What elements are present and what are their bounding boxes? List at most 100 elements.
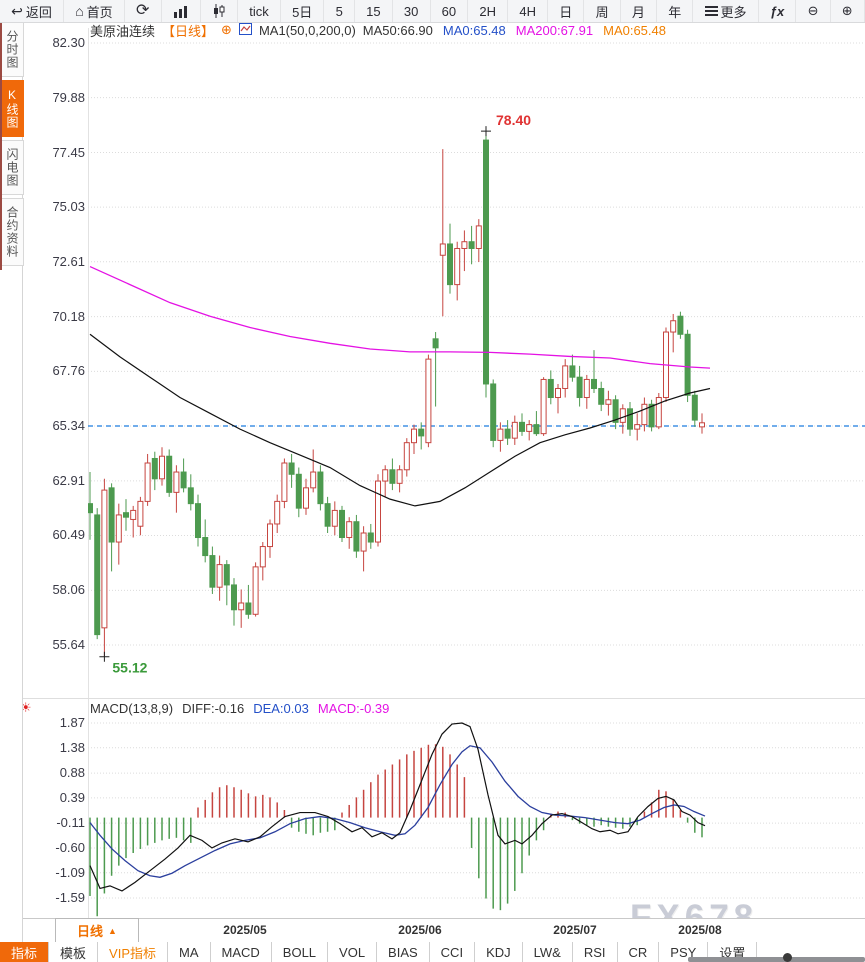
candlestick-icon [213,4,225,18]
tab-vol[interactable]: VOL [328,942,378,962]
legend-item-1: MA0:65.48 [442,22,506,38]
axis-separator [88,28,89,918]
toolbar-item-label: 首页 [86,4,113,20]
toolbar-item-zoom-out[interactable]: ⊖ [796,0,831,22]
macd-diff-value: DIFF:-0.16 [182,701,245,716]
price-label: 75.03 [52,199,85,215]
tab-template[interactable]: 模板 [49,942,99,962]
scrollbar-handle[interactable] [783,953,792,962]
toolbar-item-5[interactable]: 5 [324,0,355,22]
annotation-high: 78.40 [496,112,531,128]
price-label: 72.61 [52,253,85,269]
price-label: 77.45 [52,144,85,160]
chart-header: 美原油连续 【日线】 ⊕ MA1(50,0,200,0) MA50:66.90 MA0… [90,21,666,39]
toolbar-item-zoom-in[interactable]: ⊕ [831,0,865,22]
chevron-up-icon: ▲ [108,925,117,936]
tab-vip[interactable]: VIP指标 [98,942,168,962]
toolbar-item-4h[interactable]: 4H [508,0,549,22]
toolbar-item-chart-type-candle[interactable] [201,0,239,22]
period-dropdown-button[interactable]: 日线 ▲ [55,918,139,943]
macd-value-label: 1.87 [59,715,85,731]
macd-value-label: -0.11 [56,815,85,831]
macd-value-label: 0.88 [59,765,85,781]
toolbar-item-label: 更多 [720,4,747,20]
add-indicator-icon[interactable]: ⊕ [221,22,232,37]
macd-header: MACD(13,8,9) DIFF:-0.16 DEA:0.03 MACD:-0… [90,701,389,717]
toolbar-item-label: 5日 [292,4,313,20]
instrument-title: 美原油连续 [90,23,156,39]
toolbar-item-label: 返回 [25,4,52,20]
toolbar-item-label: 30 [403,3,419,19]
toolbar-item-year[interactable]: 年 [657,0,694,22]
toolbar-item-label: ⊕ [841,3,853,18]
toolbar-item-home[interactable]: ⌂ 首页 [64,0,125,22]
top-toolbar: ↩ 返回 ⌂ 首页 ⟳ tick 5日 5 15 30 60 2H 4H 日周月年更多 ƒx ⊖ ⊕ [0,0,865,23]
toolbar-item-chart-type-line[interactable] [162,0,201,22]
price-label: 70.18 [52,308,85,324]
macd-formula: MACD(13,8,9) [90,701,174,716]
sidebar-item-kline[interactable]: K线图 [2,80,24,137]
toolbar-item-day[interactable]: 日 [548,0,585,22]
chart-thumbnail-icon [238,22,252,38]
x-axis-label: 2025/08 [678,923,722,937]
main-chart-canvas[interactable]: 78.40 55.12 [88,28,865,698]
toolbar-item-fx[interactable]: ƒx [759,0,797,22]
period-dropdown-label: 日线 [77,924,104,939]
toolbar-item-label: tick [249,3,269,19]
toolbar-item-label: 日 [559,4,573,20]
legend-item-2: MA200:67.91 [515,22,594,38]
price-label: 79.88 [52,89,85,105]
home-icon: ⌂ [75,3,84,19]
legend-item-0: MA50:66.90 [362,22,433,38]
tab-cci[interactable]: CCI [430,942,476,962]
x-axis-label: 2025/07 [553,923,597,937]
toolbar-item-15[interactable]: 15 [355,0,393,22]
tab-cr[interactable]: CR [618,942,660,962]
toolbar-item-refresh[interactable]: ⟳ [125,0,162,22]
toolbar-item-30[interactable]: 30 [393,0,431,22]
macd-settings-icon[interactable]: ☀ [20,700,32,715]
toolbar-item-5d[interactable]: 5日 [281,0,325,22]
tab-rsi[interactable]: RSI [573,942,618,962]
sidebar-item-timeshare[interactable]: 分时图 [2,22,24,77]
x-axis-strip: 日线 ▲ 2025/05 2025/06 2025/07 2025/08 [22,918,865,943]
toolbar-item-2h[interactable]: 2H [468,0,509,22]
sidebar-item-lightning[interactable]: 闪电图 [2,140,24,195]
tab-psy[interactable]: PSY [659,942,709,962]
legend-item-3: MA0:65.48 [603,22,666,38]
macd-value-label: -1.09 [55,864,85,880]
pane-divider [22,698,865,699]
tab-indicator[interactable]: 指标 [0,942,50,962]
horizontal-scrollbar[interactable] [688,957,865,962]
toolbar-item-month[interactable]: 月 [621,0,658,22]
macd-value-label: 1.38 [59,739,85,755]
toolbar-item-60[interactable]: 60 [431,0,469,22]
ma-settings: MA1(50,0,200,0) [258,22,356,38]
tab-settings[interactable]: 设置 [708,942,758,962]
price-label: 55.64 [52,636,85,652]
tab-bias[interactable]: BIAS [377,942,430,962]
tab-macd[interactable]: MACD [211,942,272,962]
tab-boll[interactable]: BOLL [272,942,329,962]
tab-lwr[interactable]: LW& [523,942,573,962]
toolbar-item-more[interactable]: 更多 [693,0,759,22]
toolbar-item-back[interactable]: ↩ 返回 [0,0,65,22]
toolbar-item-week[interactable]: 周 [584,0,621,22]
tab-ma[interactable]: MA [168,942,211,962]
toolbar-item-label: 4H [519,3,536,19]
sidebar-item-contract-info[interactable]: 合约资料 [2,198,24,266]
toolbar-item-label: 周 [595,4,609,20]
back-icon: ↩ [11,3,23,19]
toolbar-item-label: ƒx [769,3,785,19]
price-label: 65.34 [52,417,85,433]
tab-kdj[interactable]: KDJ [475,942,523,962]
price-label: 67.76 [52,363,85,379]
annotation-low: 55.12 [112,660,147,676]
toolbar-item-label: 5 [335,3,343,19]
price-label: 82.30 [52,35,85,50]
period-tag: 【日线】 [162,23,215,39]
bar-chart-icon [173,5,187,18]
toolbar-item-tick[interactable]: tick [238,0,281,22]
x-axis-label: 2025/05 [223,923,267,937]
macd-canvas[interactable] [88,700,865,918]
